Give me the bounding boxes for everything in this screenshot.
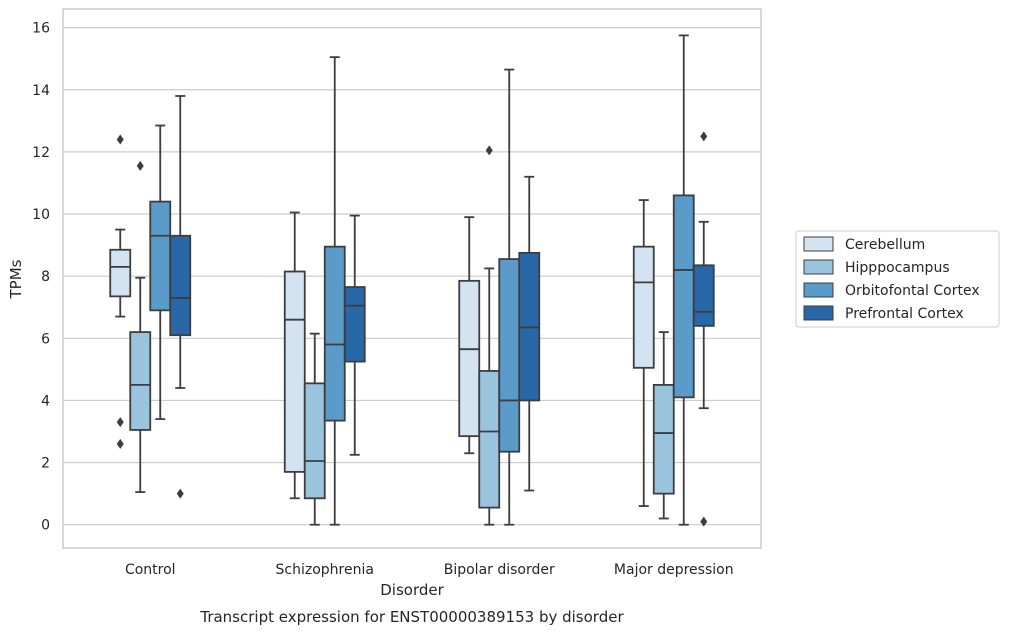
y-tick-label: 8 [41, 269, 50, 285]
box-group [323, 56, 346, 526]
legend-swatch [803, 236, 834, 252]
outlier-point [136, 160, 144, 171]
x-axis-label: Disorder [380, 581, 444, 599]
box-group [632, 199, 655, 507]
box-group [343, 214, 366, 456]
y-tick-label: 4 [41, 393, 50, 409]
box-group [169, 95, 192, 499]
box-group [692, 131, 715, 527]
box [652, 384, 675, 495]
y-tick-label: 10 [32, 207, 50, 223]
box-group [652, 331, 675, 520]
y-tick-labels: 0 2 4 6 8 10 12 14 16 [32, 21, 50, 534]
box [672, 194, 695, 399]
box-group [498, 68, 521, 526]
legend-frame [795, 230, 1000, 328]
box-group [478, 145, 501, 526]
outlier-point [485, 145, 493, 156]
y-tick-label: 14 [32, 83, 50, 99]
x-tick-label: Schizophrenia [276, 562, 374, 578]
box [343, 286, 366, 363]
box [498, 258, 521, 453]
outlier-point [116, 417, 124, 428]
chart-caption: Transcript expression for ENST0000038915… [199, 608, 624, 626]
plot-area-frame [62, 8, 762, 549]
outlier-point [700, 131, 708, 142]
box [109, 248, 132, 298]
box [169, 234, 192, 337]
y-tick-label: 0 [41, 518, 50, 534]
legend-label: Hipppocampus [845, 260, 950, 276]
box [149, 200, 172, 312]
box-group [672, 34, 695, 526]
x-tick-label: Bipolar disorder [444, 562, 555, 578]
legend: Cerebellum Hipppocampus Orbitofontal Corte… [795, 230, 1000, 328]
legend-label: Orbitofontal Cortex [845, 283, 980, 299]
outlier-point [176, 488, 184, 499]
box-group [109, 134, 132, 449]
box-group [518, 175, 541, 492]
box [303, 382, 326, 500]
y-axis-label: TPMs [7, 259, 25, 299]
box-group [149, 124, 172, 420]
x-tick-label: Control [125, 562, 176, 578]
legend-swatch [803, 282, 834, 298]
y-tick-label: 2 [41, 456, 50, 472]
box [632, 245, 655, 369]
y-tick-label: 16 [32, 21, 50, 37]
box [458, 279, 481, 438]
outlier-point [116, 134, 124, 145]
box [283, 270, 306, 473]
box [323, 245, 346, 422]
box [129, 331, 152, 431]
box-group [458, 216, 481, 455]
box-group [129, 160, 152, 493]
x-tick-label: Major depression [614, 562, 734, 578]
box-group [283, 211, 306, 500]
y-tick-label: 12 [32, 145, 50, 161]
legend-swatch [803, 305, 834, 321]
boxes [109, 34, 715, 527]
outlier-point [116, 438, 124, 449]
box [478, 370, 501, 509]
box-group [303, 332, 326, 526]
box [692, 264, 715, 327]
y-tick-label: 6 [41, 331, 50, 347]
legend-swatch [803, 259, 834, 275]
x-tick-labels: Control Schizophrenia Bipolar disorder Majo… [125, 562, 734, 578]
legend-label: Prefrontal Cortex [845, 306, 964, 322]
legend-label: Cerebellum [845, 237, 925, 253]
outlier-point [700, 516, 708, 527]
